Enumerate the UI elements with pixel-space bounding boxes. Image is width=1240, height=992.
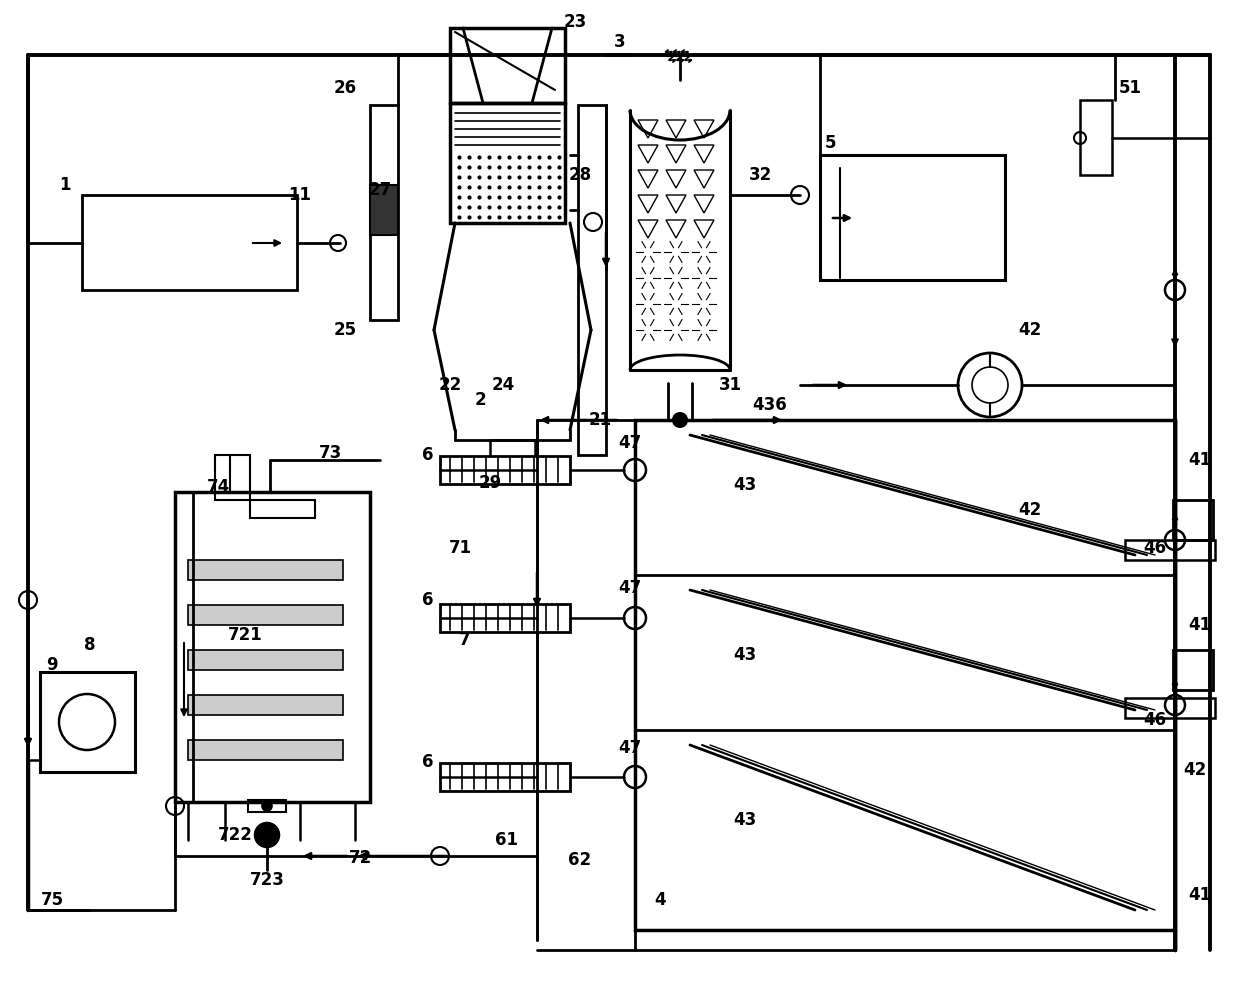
Bar: [450, 28, 565, 103]
Bar: [440, 456, 570, 484]
Text: 46: 46: [1143, 539, 1167, 557]
Text: 62: 62: [568, 851, 591, 869]
Text: 32: 32: [749, 166, 771, 184]
Circle shape: [673, 413, 687, 427]
Bar: [578, 105, 606, 455]
Text: 25: 25: [334, 321, 357, 339]
Text: 75: 75: [41, 891, 63, 909]
Text: 41: 41: [1188, 451, 1211, 469]
Text: 24: 24: [491, 376, 515, 394]
Bar: [188, 695, 343, 715]
Text: 5: 5: [825, 134, 836, 152]
Text: 28: 28: [568, 166, 591, 184]
Bar: [188, 740, 343, 760]
Bar: [440, 604, 570, 632]
Bar: [175, 492, 370, 802]
Text: 1: 1: [60, 176, 71, 194]
Text: 11: 11: [289, 186, 311, 204]
Text: 73: 73: [319, 444, 342, 462]
Bar: [490, 440, 534, 465]
Text: 42: 42: [1018, 501, 1042, 519]
Circle shape: [262, 801, 272, 811]
Text: 6: 6: [423, 591, 434, 609]
Text: 41: 41: [1188, 616, 1211, 634]
Text: 72: 72: [348, 849, 372, 867]
Text: 3: 3: [614, 33, 626, 51]
Text: 7: 7: [459, 631, 471, 649]
Text: 2: 2: [474, 391, 486, 409]
Bar: [1125, 698, 1215, 718]
Text: 4: 4: [655, 891, 666, 909]
Bar: [450, 103, 565, 223]
Bar: [820, 155, 1004, 280]
Bar: [1173, 500, 1213, 540]
Bar: [40, 672, 135, 772]
Text: 43: 43: [733, 646, 756, 664]
Bar: [635, 420, 1176, 930]
Text: 436: 436: [753, 396, 787, 414]
Bar: [440, 763, 570, 791]
Bar: [1125, 540, 1215, 560]
Text: 41: 41: [1188, 886, 1211, 904]
Bar: [370, 185, 398, 235]
Bar: [370, 105, 398, 320]
Bar: [188, 605, 343, 625]
Bar: [188, 650, 343, 670]
Text: 8: 8: [84, 636, 95, 654]
Text: 6: 6: [423, 753, 434, 771]
Bar: [1173, 650, 1213, 690]
Circle shape: [255, 823, 279, 847]
Text: 47: 47: [619, 434, 641, 452]
Text: 723: 723: [249, 871, 284, 889]
Text: 47: 47: [619, 579, 641, 597]
Text: 42: 42: [1018, 321, 1042, 339]
Text: 721: 721: [228, 626, 263, 644]
Text: 29: 29: [479, 474, 502, 492]
Text: 22: 22: [439, 376, 461, 394]
Text: 71: 71: [449, 539, 471, 557]
Bar: [1080, 100, 1112, 175]
Text: 46: 46: [1143, 711, 1167, 729]
Bar: [250, 500, 315, 518]
Text: 21: 21: [589, 411, 611, 429]
Bar: [82, 195, 298, 290]
Text: 43: 43: [733, 811, 756, 829]
Text: 42: 42: [1183, 761, 1207, 779]
Text: 31: 31: [718, 376, 742, 394]
Text: 43: 43: [733, 476, 756, 494]
Text: 61: 61: [496, 831, 518, 849]
Text: 51: 51: [1118, 79, 1142, 97]
Text: 6: 6: [423, 446, 434, 464]
Text: 47: 47: [619, 739, 641, 757]
Text: 74: 74: [206, 478, 229, 496]
Text: 9: 9: [46, 656, 58, 674]
Bar: [175, 492, 193, 802]
Bar: [215, 455, 250, 500]
Text: 27: 27: [368, 181, 392, 199]
Text: 722: 722: [217, 826, 253, 844]
Text: 26: 26: [334, 79, 357, 97]
Bar: [188, 560, 343, 580]
Bar: [248, 800, 286, 812]
Text: 23: 23: [563, 13, 587, 31]
